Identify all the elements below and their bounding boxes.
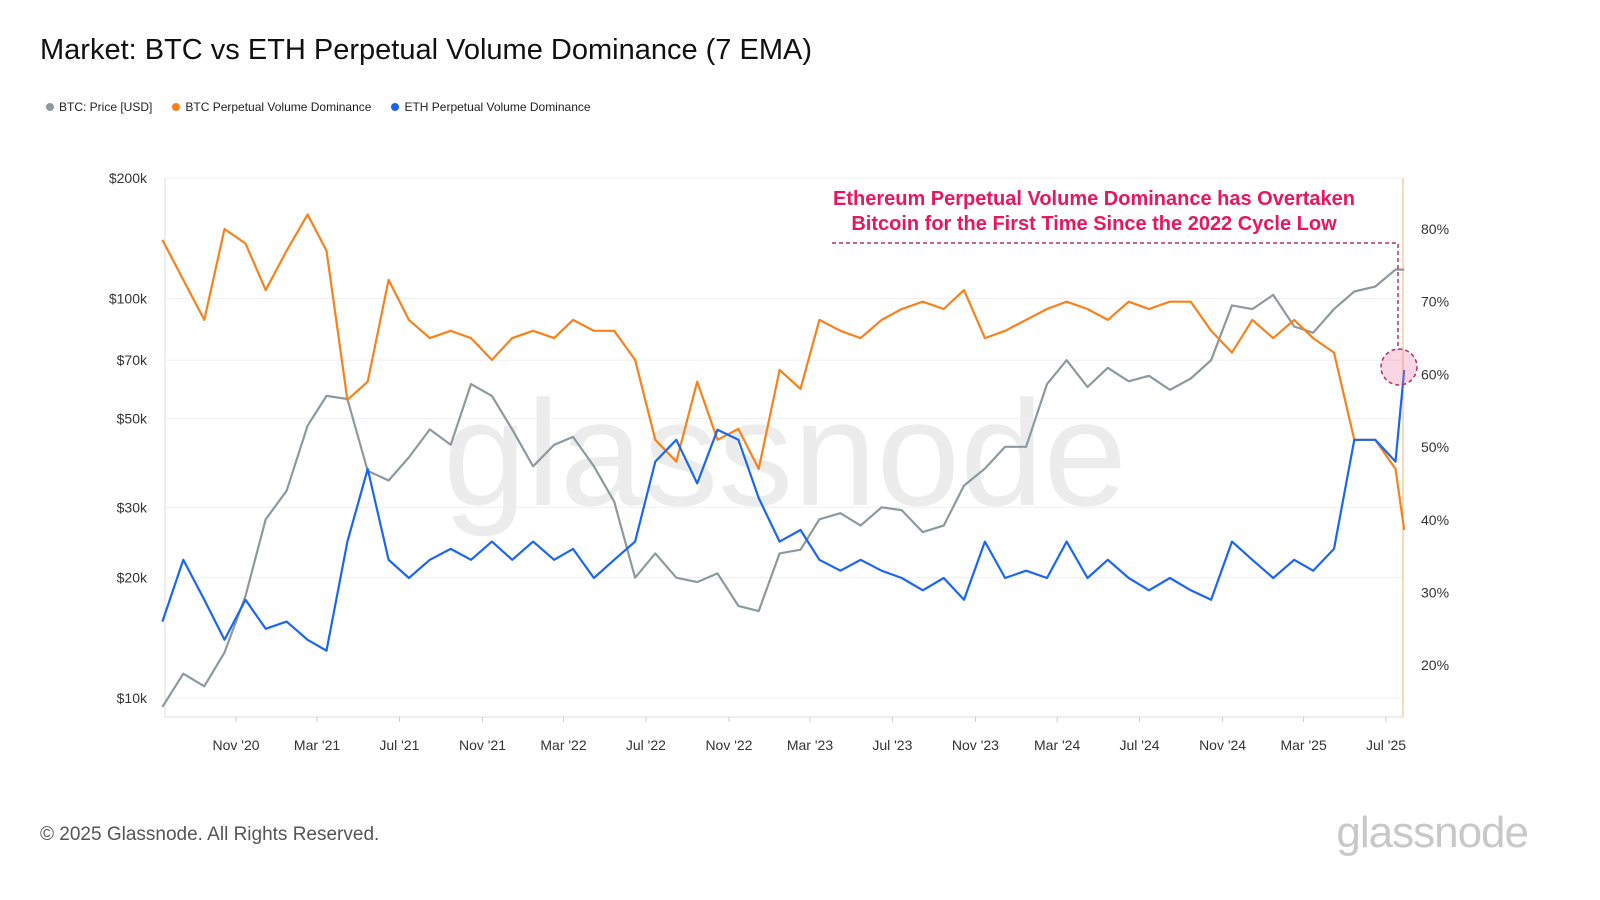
copyright: © 2025 Glassnode. All Rights Reserved. bbox=[40, 824, 380, 845]
y-right-tick-label: 30% bbox=[1421, 585, 1449, 601]
y-left-tick-label: $10k bbox=[117, 690, 148, 706]
y-left-tick-label: $50k bbox=[117, 411, 148, 427]
y-right-tick-label: 60% bbox=[1421, 366, 1449, 382]
legend: BTC: Price [USD] BTC Perpetual Volume Do… bbox=[46, 100, 591, 114]
legend-dot-icon bbox=[46, 103, 54, 111]
chart-title: Market: BTC vs ETH Perpetual Volume Domi… bbox=[40, 34, 812, 66]
y-right-tick-label: 70% bbox=[1421, 294, 1449, 310]
x-tick-label: Mar '22 bbox=[540, 737, 586, 753]
y-left-tick-label: $30k bbox=[117, 499, 148, 515]
series-line-btc-dominance bbox=[161, 213, 1406, 531]
legend-dot-icon bbox=[391, 103, 400, 111]
y-right-tick-label: 80% bbox=[1421, 221, 1449, 237]
x-tick-label: Nov '23 bbox=[952, 737, 999, 753]
y-left-tick-label: $200k bbox=[109, 170, 148, 186]
glassnode-logo: glassnode bbox=[1336, 808, 1529, 857]
y-right-tick-label: 50% bbox=[1421, 439, 1449, 455]
x-tick-label: Nov '24 bbox=[1199, 737, 1246, 753]
x-tick-label: Nov '20 bbox=[212, 737, 259, 753]
annotation-line-2: Bitcoin for the First Time Since the 202… bbox=[851, 213, 1337, 235]
legend-item-eth-dominance[interactable]: ETH Perpetual Volume Dominance bbox=[391, 100, 591, 114]
legend-label: ETH Perpetual Volume Dominance bbox=[404, 100, 591, 114]
annotation-highlight-circle bbox=[1380, 348, 1418, 386]
x-tick-label: Nov '22 bbox=[705, 737, 752, 753]
x-tick-label: Jul '21 bbox=[379, 737, 419, 753]
watermark: glassnode bbox=[443, 369, 1127, 537]
x-tick-label: Mar '24 bbox=[1034, 737, 1080, 753]
y-left-tick-label: $100k bbox=[109, 290, 148, 306]
legend-item-btc-price[interactable]: BTC: Price [USD] bbox=[46, 100, 152, 114]
legend-dot-icon bbox=[172, 103, 181, 111]
y-right-tick-label: 40% bbox=[1421, 512, 1449, 528]
legend-item-btc-dominance[interactable]: BTC Perpetual Volume Dominance bbox=[172, 100, 371, 114]
x-tick-label: Jul '24 bbox=[1120, 737, 1160, 753]
x-tick-label: Mar '21 bbox=[294, 737, 340, 753]
x-tick-label: Nov '21 bbox=[459, 737, 506, 753]
x-tick-label: Jul '22 bbox=[626, 737, 666, 753]
legend-label: BTC: Price [USD] bbox=[59, 100, 153, 114]
series-line-btc-price bbox=[161, 268, 1405, 708]
legend-label: BTC Perpetual Volume Dominance bbox=[185, 100, 372, 114]
x-tick-label: Mar '23 bbox=[787, 737, 833, 753]
y-right-tick-label: 20% bbox=[1421, 657, 1449, 673]
annotation-line-1: Ethereum Perpetual Volume Dominance has … bbox=[833, 188, 1355, 210]
y-left-tick-label: $20k bbox=[117, 570, 148, 586]
x-tick-label: Jul '25 bbox=[1366, 737, 1406, 753]
y-left-tick-label: $70k bbox=[117, 352, 148, 368]
series-line-eth-dominance bbox=[161, 369, 1406, 652]
x-tick-label: Mar '25 bbox=[1280, 737, 1326, 753]
x-tick-label: Jul '23 bbox=[872, 737, 912, 753]
annotation-leader bbox=[832, 242, 1399, 350]
